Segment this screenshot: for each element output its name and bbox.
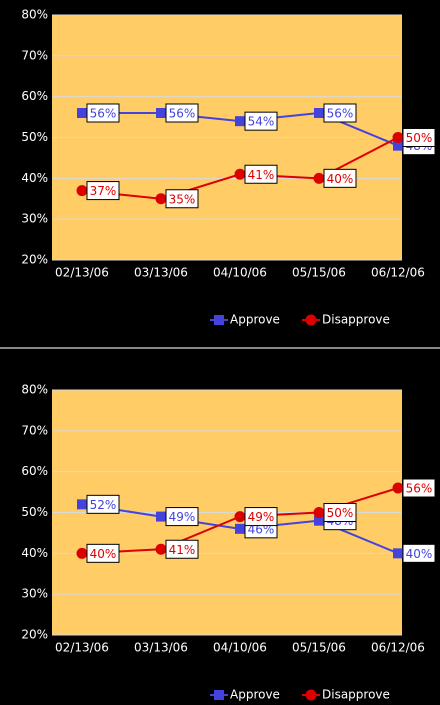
point — [76, 185, 88, 197]
data-label-box — [165, 189, 199, 209]
point — [156, 108, 166, 118]
x-tick-label: 06/12/06 — [371, 266, 425, 280]
data-label-box — [323, 168, 357, 188]
y-tick-label: 50% — [21, 130, 48, 144]
data-label-box — [165, 103, 199, 123]
x-tick-label: 03/13/06 — [134, 266, 188, 280]
x-tick-label: 02/13/06 — [55, 641, 109, 655]
x-tick-label: 02/13/06 — [55, 266, 109, 280]
data-label-box — [402, 478, 436, 498]
x-tick-label: 03/13/06 — [134, 641, 188, 655]
legend-marker — [305, 314, 317, 326]
point — [76, 547, 88, 559]
data-label: 49% — [169, 510, 196, 524]
data-label: 56% — [169, 107, 196, 121]
point — [235, 523, 245, 534]
x-tick-label: 04/10/06 — [213, 641, 267, 655]
data-label: 49% — [248, 510, 275, 524]
y-tick-label: 60% — [21, 89, 48, 103]
data-label: 41% — [169, 543, 196, 557]
point — [155, 543, 167, 555]
y-tick-label: 80% — [21, 383, 48, 397]
data-label-box — [86, 543, 120, 563]
legend-label: Approve — [230, 688, 280, 702]
x-tick-label: 04/10/06 — [213, 266, 267, 280]
data-label: 41% — [248, 168, 275, 182]
y-tick-label: 20% — [21, 628, 48, 642]
y-tick-label: 40% — [21, 171, 48, 185]
data-label-box — [86, 181, 120, 201]
point — [77, 499, 87, 510]
y-tick-label: 80% — [21, 8, 48, 22]
y-tick-label: 70% — [21, 423, 48, 437]
point — [392, 482, 404, 494]
point — [156, 511, 166, 522]
legend-label: Disapprove — [322, 313, 390, 327]
point — [234, 168, 246, 180]
data-label-box — [165, 507, 199, 527]
y-tick-label: 70% — [21, 48, 48, 62]
point — [313, 172, 325, 184]
x-tick-label: 06/12/06 — [371, 641, 425, 655]
data-label: 40% — [406, 547, 433, 561]
data-label: 54% — [248, 115, 275, 129]
point — [235, 116, 245, 127]
data-label: 37% — [90, 184, 117, 198]
point — [77, 108, 87, 118]
point — [392, 132, 404, 143]
data-label-box — [402, 128, 436, 147]
legend-marker — [305, 689, 317, 701]
y-tick-label: 50% — [21, 505, 48, 519]
data-label: 56% — [90, 107, 117, 121]
point — [393, 548, 403, 559]
point — [393, 140, 403, 151]
legend-marker — [214, 315, 224, 325]
data-label-box — [323, 103, 357, 123]
data-label: 40% — [90, 547, 117, 561]
data-label: 52% — [90, 498, 117, 512]
data-label: 56% — [327, 107, 354, 121]
x-tick-label: 05/15/06 — [292, 266, 346, 280]
data-label: 40% — [327, 172, 354, 186]
data-label: 50% — [327, 506, 354, 520]
data-label-box — [244, 164, 278, 184]
point — [155, 193, 167, 205]
data-label: 56% — [406, 482, 433, 496]
point — [234, 511, 246, 523]
point — [313, 507, 325, 518]
data-label-box — [402, 543, 436, 563]
data-label-box — [244, 507, 278, 527]
y-tick-label: 30% — [21, 587, 48, 601]
legend-label: Disapprove — [322, 688, 390, 702]
y-tick-label: 30% — [21, 212, 48, 226]
y-tick-label: 60% — [21, 464, 48, 478]
data-label-box — [165, 539, 199, 559]
y-tick-label: 20% — [21, 253, 48, 267]
legend-marker — [214, 690, 224, 700]
y-tick-label: 40% — [21, 546, 48, 560]
legend-label: Approve — [230, 313, 280, 327]
data-label: 50% — [406, 131, 433, 145]
data-label-box — [244, 111, 278, 131]
x-tick-label: 05/15/06 — [292, 641, 346, 655]
data-label: 35% — [169, 192, 196, 206]
data-label-box — [323, 503, 357, 522]
data-label-box — [86, 103, 120, 123]
data-label-box — [86, 494, 120, 514]
point — [314, 515, 324, 526]
point — [314, 108, 324, 118]
